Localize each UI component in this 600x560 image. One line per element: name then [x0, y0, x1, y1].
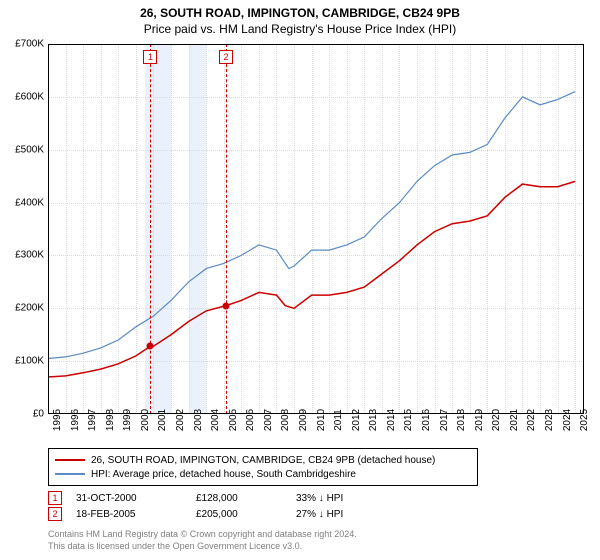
x-tick-label: 2017	[439, 409, 450, 431]
x-tick-label: 2025	[579, 409, 590, 431]
event-number-box: 1	[48, 491, 62, 505]
y-tick-label: £0	[33, 409, 44, 420]
x-tick-label: 2013	[368, 409, 379, 431]
event-marker-box: 1	[143, 50, 157, 64]
x-tick-label: 2014	[386, 409, 397, 431]
event-price: £128,000	[196, 493, 296, 504]
event-date: 18-FEB-2005	[76, 509, 196, 520]
legend-swatch	[55, 459, 85, 461]
chart-area: £0£100K£200K£300K£400K£500K£600K£700K 19…	[48, 44, 584, 414]
chart-subtitle: Price paid vs. HM Land Registry's House …	[0, 20, 600, 36]
x-tick-label: 2012	[351, 409, 362, 431]
y-tick-label: £300K	[15, 250, 44, 261]
legend-row: HPI: Average price, detached house, Sout…	[55, 467, 471, 481]
footnote: Contains HM Land Registry data © Crown c…	[48, 528, 357, 552]
footnote-line1: Contains HM Land Registry data © Crown c…	[48, 528, 357, 540]
x-tick-label: 1998	[105, 409, 116, 431]
x-tick-label: 2002	[175, 409, 186, 431]
event-price: £205,000	[196, 509, 296, 520]
x-tick-label: 2020	[491, 409, 502, 431]
chart-title: 26, SOUTH ROAD, IMPINGTON, CAMBRIDGE, CB…	[0, 0, 600, 20]
event-number-box: 2	[48, 507, 62, 521]
x-tick-label: 2018	[456, 409, 467, 431]
event-row: 1 31-OCT-2000£128,00033% ↓ HPI	[48, 490, 343, 506]
x-tick-label: 1995	[52, 409, 63, 431]
legend-swatch	[55, 473, 85, 475]
y-tick-label: £600K	[15, 91, 44, 102]
x-tick-label: 1997	[87, 409, 98, 431]
footnote-line2: This data is licensed under the Open Gov…	[48, 540, 357, 552]
y-tick-label: £200K	[15, 303, 44, 314]
events-table: 1 31-OCT-2000£128,00033% ↓ HPI 2 18-FEB-200…	[48, 490, 343, 522]
x-tick-label: 2007	[263, 409, 274, 431]
x-tick-label: 2005	[228, 409, 239, 431]
x-tick-label: 2000	[140, 409, 151, 431]
x-tick-label: 2004	[210, 409, 221, 431]
y-tick-label: £100K	[15, 356, 44, 367]
x-tick-label: 2021	[509, 409, 520, 431]
event-row: 2 18-FEB-2005£205,00027% ↓ HPI	[48, 506, 343, 522]
x-tick-label: 2011	[333, 409, 344, 431]
y-tick-label: £500K	[15, 144, 44, 155]
x-tick-label: 2009	[298, 409, 309, 431]
x-tick-label: 1996	[70, 409, 81, 431]
x-tick-label: 2023	[544, 409, 555, 431]
x-tick-label: 2019	[474, 409, 485, 431]
event-pct: 33% ↓ HPI	[296, 493, 343, 504]
x-tick-label: 2008	[280, 409, 291, 431]
y-tick-label: £400K	[15, 197, 44, 208]
legend: 26, SOUTH ROAD, IMPINGTON, CAMBRIDGE, CB…	[48, 448, 478, 486]
x-tick-label: 2016	[421, 409, 432, 431]
x-tick-label: 2022	[526, 409, 537, 431]
event-pct: 27% ↓ HPI	[296, 509, 343, 520]
x-tick-label: 2001	[157, 409, 168, 431]
x-tick-label: 2010	[316, 409, 327, 431]
legend-label: HPI: Average price, detached house, Sout…	[91, 469, 356, 480]
x-tick-label: 2006	[245, 409, 256, 431]
plot-border	[48, 44, 584, 414]
y-tick-label: £700K	[15, 39, 44, 50]
legend-label: 26, SOUTH ROAD, IMPINGTON, CAMBRIDGE, CB…	[91, 455, 435, 466]
x-tick-label: 2003	[193, 409, 204, 431]
legend-row: 26, SOUTH ROAD, IMPINGTON, CAMBRIDGE, CB…	[55, 453, 471, 467]
event-date: 31-OCT-2000	[76, 493, 196, 504]
x-tick-label: 2015	[403, 409, 414, 431]
x-tick-label: 1999	[122, 409, 133, 431]
x-tick-label: 2024	[562, 409, 573, 431]
event-marker-box: 2	[219, 50, 233, 64]
